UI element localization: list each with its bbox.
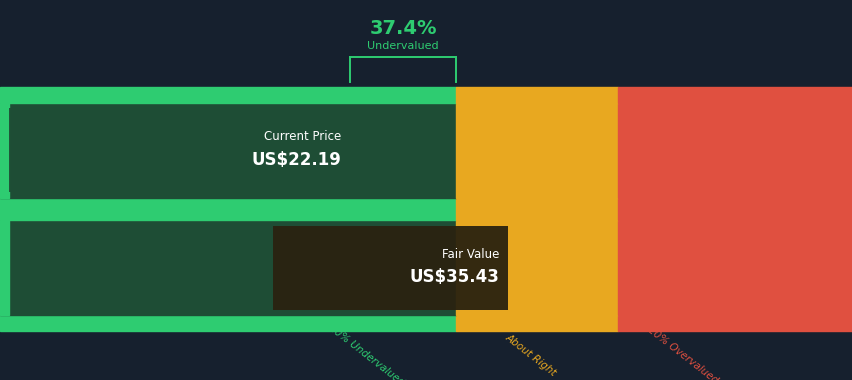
Bar	[456, 87, 618, 103]
Text: Undervalued: Undervalued	[367, 41, 438, 51]
Bar	[618, 87, 852, 103]
Bar	[0, 87, 456, 103]
Bar	[0, 198, 456, 220]
Text: US$22.19: US$22.19	[251, 150, 341, 169]
Bar	[618, 220, 852, 315]
Text: Fair Value: Fair Value	[441, 248, 498, 261]
Bar	[456, 103, 618, 198]
Bar	[618, 198, 852, 220]
Text: 20% Overvalued: 20% Overvalued	[645, 325, 718, 380]
Bar	[618, 103, 852, 198]
Bar	[456, 220, 618, 315]
Bar	[0, 103, 456, 198]
Bar	[456, 198, 618, 220]
Bar	[0, 220, 9, 315]
Bar	[0, 220, 456, 315]
Text: US$35.43: US$35.43	[409, 268, 498, 287]
Bar	[9, 108, 349, 192]
Text: 20% Undervalued: 20% Undervalued	[326, 323, 406, 380]
Bar	[0, 103, 9, 198]
Text: About Right: About Right	[503, 332, 557, 378]
Text: 37.4%: 37.4%	[369, 19, 436, 38]
Bar	[456, 315, 618, 331]
Bar	[618, 315, 852, 331]
Bar	[0, 315, 456, 331]
Text: Current Price: Current Price	[263, 130, 341, 143]
Bar	[273, 226, 507, 310]
